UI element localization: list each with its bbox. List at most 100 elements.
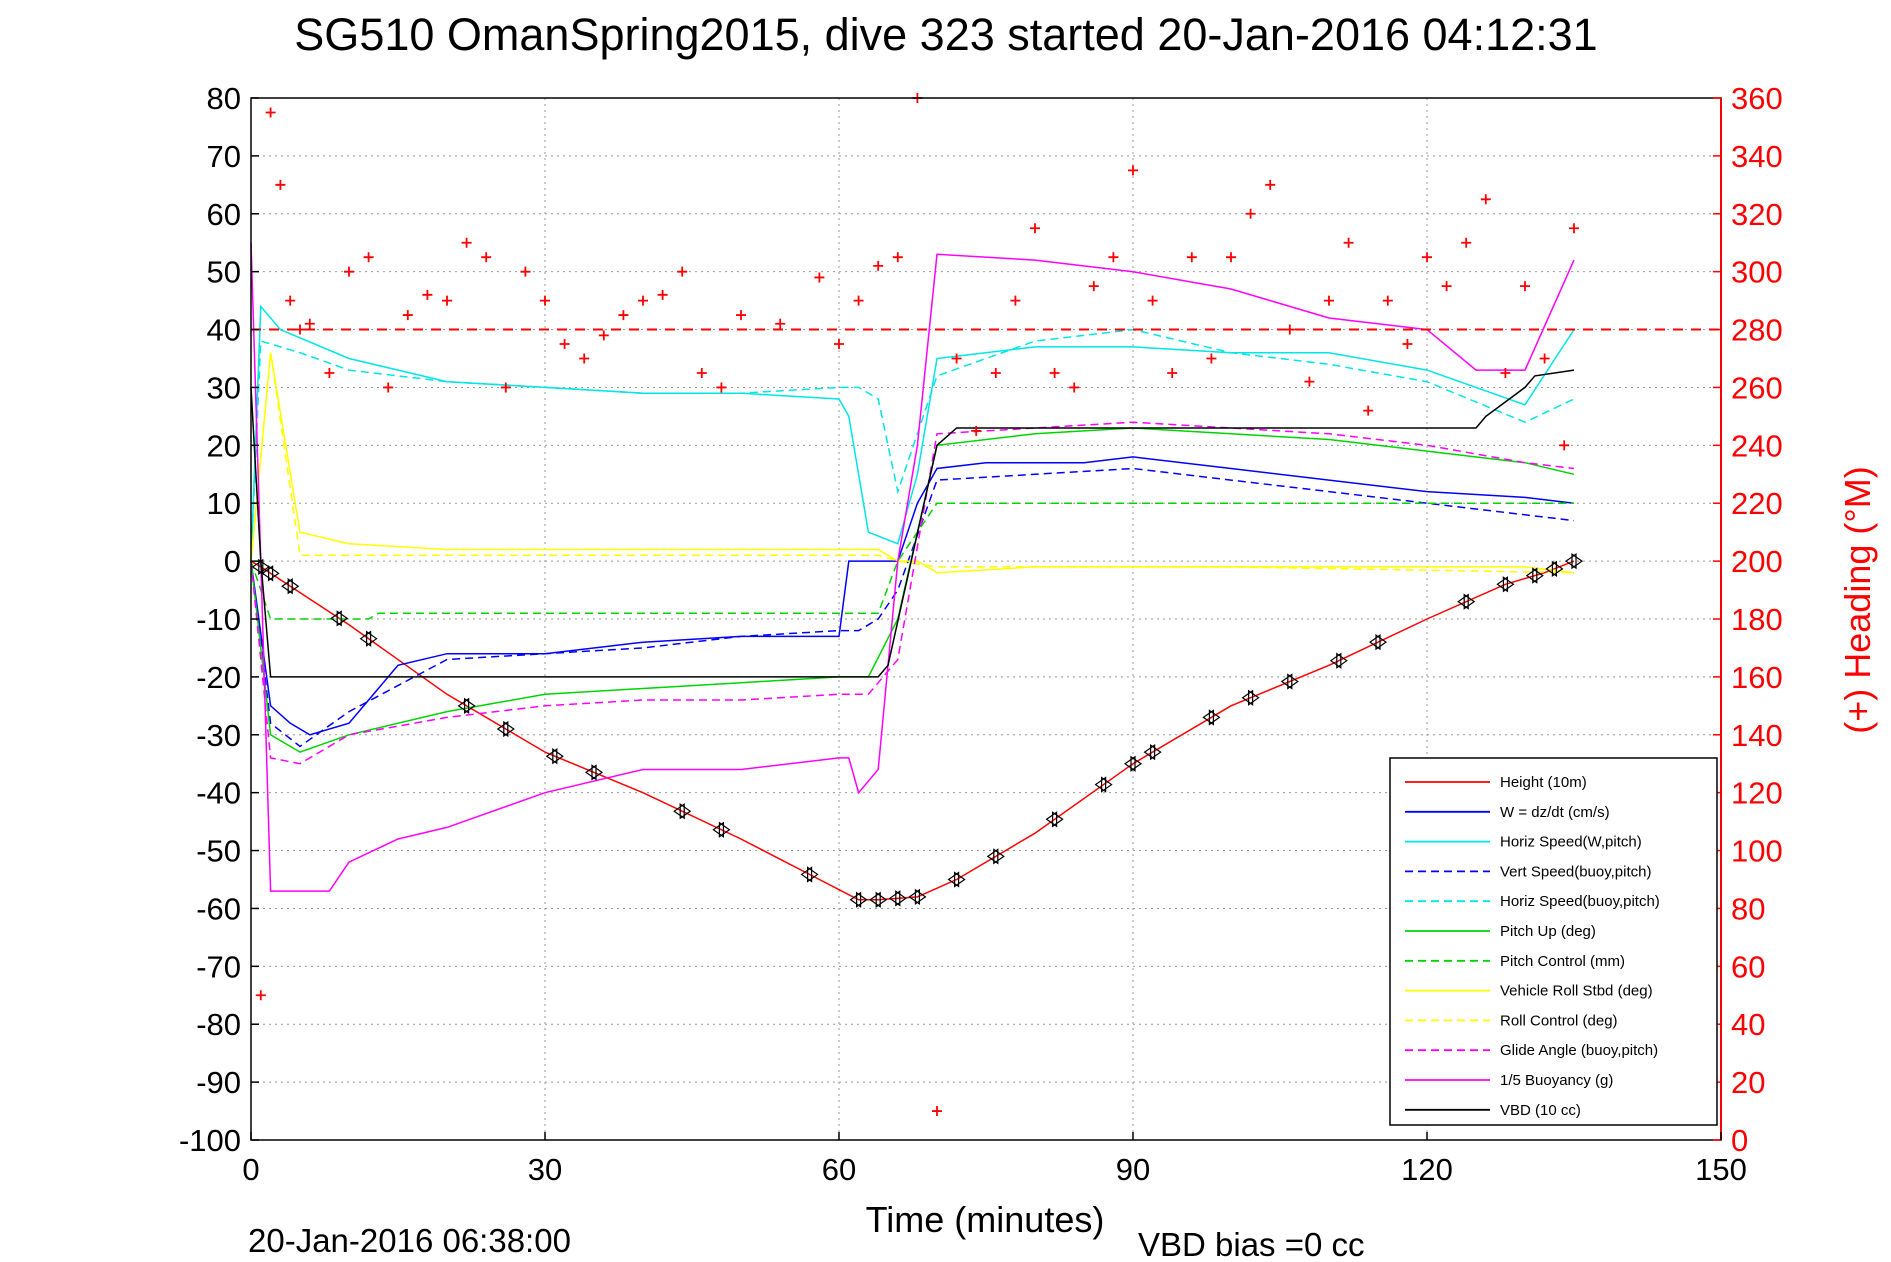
heading-point <box>1461 237 1472 248</box>
y-axis-right-ticks: 3603403203002802602402202001801601401201… <box>1713 81 1783 1158</box>
heading-point <box>716 382 727 393</box>
y2-tick-label: 280 <box>1731 313 1783 348</box>
y-tick-label: -60 <box>196 891 241 926</box>
marker-triangle-left <box>1368 634 1381 651</box>
legend-label: Pitch Up (deg) <box>1500 923 1596 940</box>
marker-triangle-right <box>807 866 819 883</box>
legend: Height (10m) W = dz/dt (cm/s) Horiz Speed(… <box>1389 757 1718 1126</box>
marker-triangle-right <box>1502 576 1515 593</box>
series-vehicle-roll-stbd-deg <box>250 352 1575 574</box>
marker-triangle-left <box>947 871 960 888</box>
height-marker <box>584 764 604 781</box>
heading-point <box>1128 165 1138 176</box>
x-tick-label: 120 <box>1401 1152 1453 1187</box>
height-marker <box>457 697 476 714</box>
marker-triangle-left <box>888 890 901 907</box>
marker-triangle-right <box>856 891 868 908</box>
heading-point <box>481 252 492 263</box>
marker-triangle-right <box>954 871 966 888</box>
marker-triangle-left <box>849 891 862 908</box>
marker-triangle-right <box>366 630 378 647</box>
marker-triangle-left <box>457 697 470 714</box>
heading-point <box>275 179 286 190</box>
height-marker <box>986 848 1005 865</box>
y-tick-label: 40 <box>207 313 241 348</box>
marker-triangle-right <box>1375 634 1388 651</box>
marker-triangle-right <box>875 891 888 908</box>
marker-triangle-left <box>545 748 558 765</box>
marker-triangle-left <box>496 720 509 738</box>
marker-triangle-left <box>1143 743 1156 761</box>
height-marker <box>1545 560 1564 577</box>
height-marker <box>1564 552 1584 570</box>
height-marker <box>869 891 888 908</box>
heading-point <box>1206 353 1217 364</box>
marker-triangle-left <box>1329 652 1342 669</box>
y-tick-label: 20 <box>207 428 241 463</box>
y-tick-label: -30 <box>196 718 241 753</box>
marker-triangle-right <box>1532 567 1544 584</box>
height-marker <box>1143 743 1162 761</box>
height-marker <box>359 630 378 647</box>
heading-point <box>304 318 315 329</box>
series-layer <box>250 93 1579 1117</box>
series-pitch-control-mm <box>250 502 1574 620</box>
heading-point <box>344 266 354 277</box>
heading-point <box>1422 252 1432 263</box>
y2-tick-label: 300 <box>1731 255 1783 290</box>
height-marker <box>281 578 300 595</box>
heading-point <box>1265 179 1276 190</box>
marker-triangle-left <box>1241 689 1254 706</box>
y-tick-label: -90 <box>196 1065 241 1100</box>
heading-point <box>1030 223 1040 234</box>
legend-label: Horiz Speed(buoy,pitch) <box>1500 893 1660 910</box>
y-tick-label: 70 <box>207 139 241 174</box>
x-axis-ticks: 0 30 60 90 120 150 <box>242 1132 1747 1187</box>
height-marker <box>1525 567 1544 584</box>
marker-triangle-left <box>800 866 813 883</box>
y-tick-label: -70 <box>196 949 241 984</box>
heading-point <box>1245 208 1256 219</box>
marker-triangle-left <box>359 630 372 647</box>
vbd-bias-footer: VBD bias =0 cc <box>1138 1226 1365 1262</box>
x-tick-label: 150 <box>1695 1152 1747 1187</box>
marker-triangle-right <box>258 558 270 576</box>
height-marker <box>1496 576 1515 593</box>
marker-triangle-left <box>1496 576 1508 593</box>
legend-label: Glide Angle (buoy,pitch) <box>1500 1042 1658 1059</box>
heading-point <box>442 295 452 306</box>
legend-label: Height (10m) <box>1500 774 1587 791</box>
marker-triangle-left <box>1280 673 1293 690</box>
marker-triangle-left <box>673 803 685 820</box>
heading-point <box>1441 281 1452 292</box>
marker-triangle-right <box>718 821 731 838</box>
marker-triangle-right <box>1336 652 1348 669</box>
marker-triangle-left <box>251 558 264 576</box>
height-marker <box>1241 689 1260 706</box>
height-marker <box>251 558 270 576</box>
heading-point <box>579 353 590 364</box>
heading-point <box>814 272 825 283</box>
height-marker <box>1368 634 1388 651</box>
marker-triangle-left <box>869 891 881 908</box>
heading-point <box>461 237 472 248</box>
heading-point <box>402 310 413 321</box>
height-markers <box>251 552 1584 908</box>
legend-label: 1/5 Buoyancy (g) <box>1500 1072 1613 1089</box>
heading-point <box>1167 367 1178 378</box>
heading-point <box>1520 281 1530 292</box>
marker-triangle-left <box>330 610 342 627</box>
heading-point <box>383 382 394 393</box>
heading-point <box>285 295 296 306</box>
heading-point <box>1108 252 1119 263</box>
x-tick-label: 90 <box>1116 1152 1150 1187</box>
timestamp-footer: 20-Jan-2016 06:38:00 <box>248 1222 571 1259</box>
legend-label: VBD (10 cc) <box>1500 1102 1581 1119</box>
y2-tick-label: 360 <box>1731 81 1783 116</box>
y-tick-label: 50 <box>207 255 241 290</box>
y-tick-label: 10 <box>207 486 241 521</box>
heading-point <box>1480 194 1491 205</box>
y-tick-label: 30 <box>207 370 241 405</box>
heading-point <box>696 367 707 378</box>
